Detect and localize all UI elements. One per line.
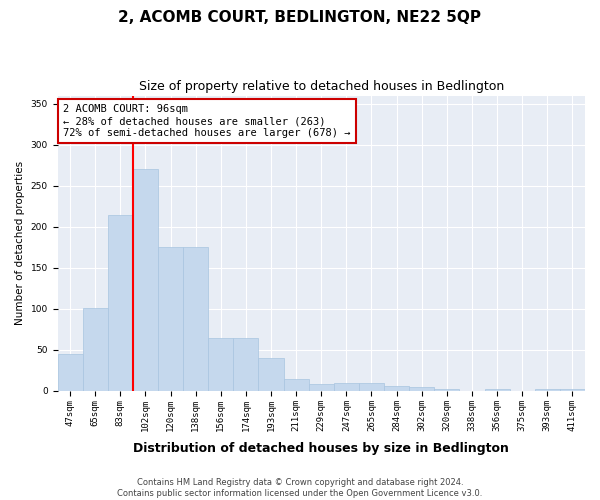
Bar [108, 214, 133, 391]
Bar [434, 388, 460, 391]
Bar [259, 358, 284, 391]
Bar [535, 388, 560, 391]
Text: 2 ACOMB COURT: 96sqm
← 28% of detached houses are smaller (263)
72% of semi-deta: 2 ACOMB COURT: 96sqm ← 28% of detached h… [63, 104, 350, 138]
Y-axis label: Number of detached properties: Number of detached properties [15, 161, 25, 326]
X-axis label: Distribution of detached houses by size in Bedlington: Distribution of detached houses by size … [133, 442, 509, 455]
Bar [58, 354, 83, 391]
Bar [560, 390, 585, 391]
Bar [334, 383, 359, 391]
Bar [359, 383, 384, 391]
Bar [233, 338, 259, 391]
Bar [158, 246, 183, 391]
Title: Size of property relative to detached houses in Bedlington: Size of property relative to detached ho… [139, 80, 504, 93]
Text: Contains HM Land Registry data © Crown copyright and database right 2024.
Contai: Contains HM Land Registry data © Crown c… [118, 478, 482, 498]
Bar [309, 384, 334, 391]
Bar [485, 388, 509, 391]
Bar [133, 170, 158, 391]
Bar [409, 387, 434, 391]
Bar [208, 338, 233, 391]
Bar [284, 378, 309, 391]
Bar [384, 386, 409, 391]
Bar [183, 248, 208, 391]
Text: 2, ACOMB COURT, BEDLINGTON, NE22 5QP: 2, ACOMB COURT, BEDLINGTON, NE22 5QP [119, 10, 482, 25]
Bar [83, 308, 108, 391]
